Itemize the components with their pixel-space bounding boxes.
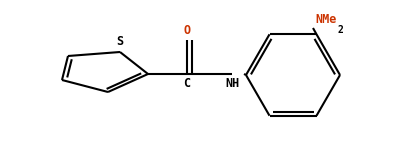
Text: NMe: NMe [315, 13, 336, 26]
Text: O: O [183, 24, 190, 37]
Text: C: C [183, 77, 190, 90]
Text: 2: 2 [337, 25, 343, 35]
Text: NH: NH [225, 77, 239, 90]
Text: S: S [116, 35, 124, 48]
